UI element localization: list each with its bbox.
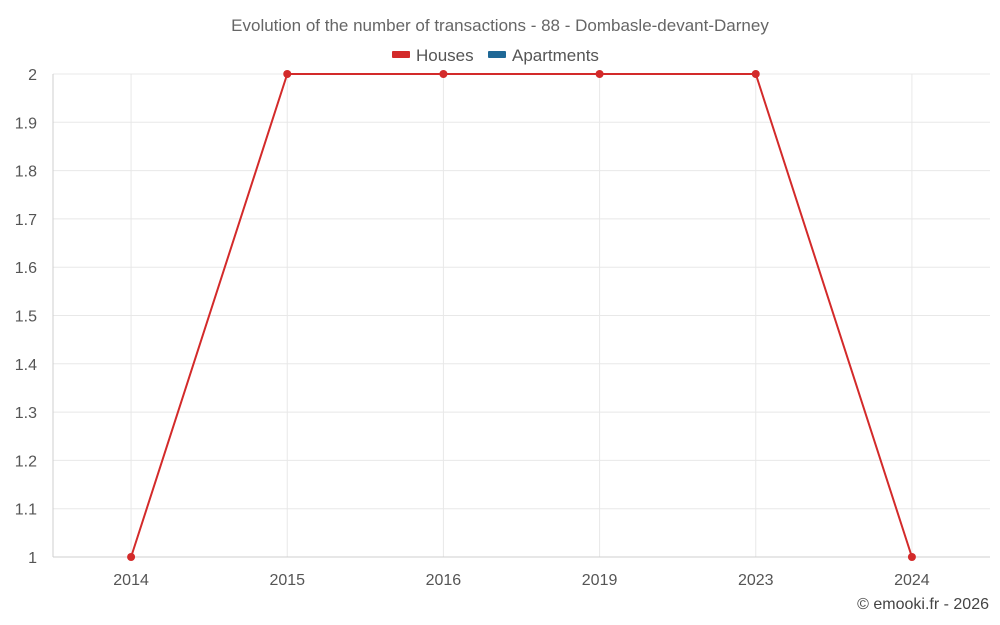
y-tick-label: 1.3 [15, 405, 37, 422]
legend-label-apartments[interactable]: Apartments [512, 46, 599, 65]
y-tick-label: 1.7 [15, 212, 37, 229]
y-gridlines [53, 73, 990, 558]
legend-label-houses[interactable]: Houses [416, 46, 474, 65]
chart-title: Evolution of the number of transactions … [231, 16, 769, 35]
axes [52, 74, 990, 558]
houses-series-line [130, 73, 913, 558]
x-tick-label: 2019 [582, 572, 618, 589]
houses-data-point[interactable] [283, 70, 292, 78]
y-tick-label: 1.1 [15, 502, 37, 519]
x-gridlines [130, 74, 913, 557]
houses-data-point[interactable] [907, 553, 916, 561]
y-tick-label: 1.9 [15, 115, 37, 132]
legend-swatch-houses [392, 51, 410, 58]
series-houses [127, 70, 916, 561]
x-tick-label: 2024 [894, 572, 930, 589]
x-tick-label: 2016 [426, 572, 462, 589]
y-tick-label: 1.8 [15, 164, 37, 181]
houses-data-point[interactable] [439, 70, 448, 78]
footer-credit: © emooki.fr - 2026 [857, 596, 989, 613]
houses-data-point[interactable] [127, 553, 136, 561]
y-tick-label: 2 [28, 67, 37, 84]
y-tick-label: 1.2 [15, 453, 37, 470]
x-tick-label: 2014 [113, 572, 149, 589]
x-tick-labels: 2014 2015 2016 2019 2023 2024 [113, 572, 930, 589]
y-tick-labels: 1 1.1 1.2 1.3 1.4 1.5 1.6 1.7 1.8 1.9 2 [15, 67, 37, 567]
x-tick-label: 2023 [738, 572, 774, 589]
y-tick-label: 1.5 [15, 309, 37, 326]
houses-data-point[interactable] [595, 70, 604, 78]
x-tick-label: 2015 [269, 572, 305, 589]
y-tick-label: 1.4 [15, 357, 37, 374]
houses-data-point[interactable] [751, 70, 760, 78]
legend: Houses Apartments [392, 46, 599, 65]
y-tick-label: 1.6 [15, 260, 37, 277]
y-tick-label: 1 [28, 550, 37, 567]
legend-swatch-apartments [488, 51, 506, 58]
